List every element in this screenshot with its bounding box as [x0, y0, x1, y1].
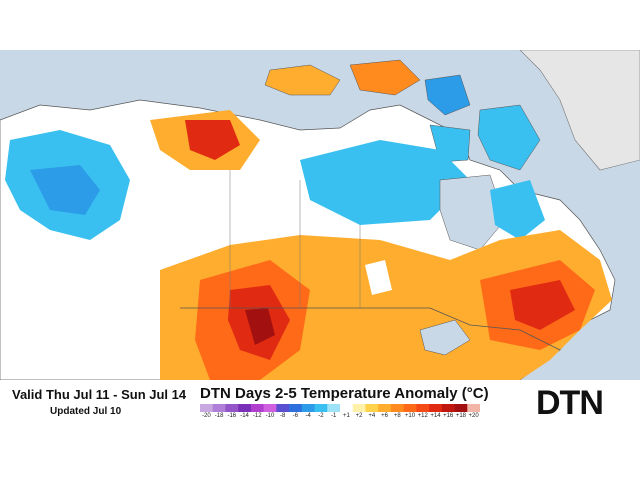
color-legend: [200, 404, 480, 412]
legend-tick-label: +10: [404, 413, 416, 419]
legend-tick-label: +2: [355, 413, 363, 419]
legend-swatch: [390, 404, 404, 412]
legend-tick-label: -4: [305, 413, 311, 419]
legend-swatch: [454, 404, 468, 412]
bottom-info-bar: Valid Thu Jul 11 - Sun Jul 14 Updated Ju…: [0, 380, 640, 430]
alaska-cold-core: [30, 165, 100, 215]
greenland-landmass: [519, 50, 640, 171]
legend-swatch: [301, 404, 315, 412]
legend-tick-label: -1: [330, 413, 337, 419]
legend-tick-label: +4: [368, 413, 376, 419]
arctic-island-4: [477, 104, 541, 171]
arctic-island-2: [349, 59, 421, 96]
dtn-logo: DTN: [536, 384, 604, 422]
legend-swatch: [250, 404, 264, 412]
legend-tick-label: -16: [227, 413, 237, 419]
legend-tick-label: -6: [292, 413, 299, 419]
legend-swatch: [429, 404, 443, 412]
arctic-island-1: [264, 64, 341, 96]
legend-tick-label: +1: [342, 413, 350, 419]
legend-swatch: [212, 404, 226, 412]
legend-swatch: [289, 404, 303, 412]
eastern-warm-peak: [510, 280, 575, 330]
great-lakes: [419, 319, 471, 356]
pacific-northwest-extreme: [245, 308, 275, 345]
canada-us-border: [180, 307, 561, 351]
legend-swatch: [441, 404, 455, 412]
legend-swatch: [416, 404, 430, 412]
legend-tick-label: -8: [280, 413, 286, 419]
legend-swatch: [200, 404, 214, 412]
central-canada-cold-anomaly: [300, 140, 470, 225]
legend-tick-label: +12: [417, 413, 428, 419]
legend-swatch: [327, 404, 341, 412]
legend-swatch: [263, 404, 277, 412]
legend-tick-label: -18: [214, 413, 224, 419]
legend-swatch: [378, 404, 392, 412]
legend-swatch: [238, 404, 252, 412]
valid-date-range: Valid Thu Jul 11 - Sun Jul 14: [12, 387, 187, 402]
arctic-island-3: [424, 74, 471, 116]
legend-swatch: [403, 404, 417, 412]
legend-tick-label: -12: [252, 413, 262, 419]
legend-tick-label: +8: [393, 413, 401, 419]
legend-swatch: [340, 404, 354, 412]
legend-swatch: [276, 404, 290, 412]
legend-tick-label: -2: [318, 413, 324, 419]
province-borders: [229, 170, 361, 308]
legend-swatch: [225, 404, 239, 412]
legend-tick-labels: -20 -18 -16 -14 -12 -10 -8 -6 -4 -2 -1 +1 +2 +4 +6 +8 +1…: [200, 413, 480, 423]
labrador-cold-anomaly: [490, 180, 545, 240]
legend-tick-label: -20: [202, 413, 211, 419]
legend-tick-label: +18: [455, 413, 466, 419]
yukon-warm-core: [185, 120, 240, 160]
legend-swatch: [467, 404, 480, 412]
legend-swatch: [314, 404, 328, 412]
legend-tick-label: -10: [265, 413, 275, 419]
legend-tick-label: -14: [240, 413, 249, 419]
legend-swatch: [365, 404, 379, 412]
legend-tick-label: +6: [381, 413, 388, 419]
legend-tick-label: +20: [468, 413, 479, 419]
updated-date: Updated Jul 10: [50, 406, 122, 417]
prairie-neutral-pocket: [365, 260, 392, 295]
legend-swatch: [352, 404, 366, 412]
temperature-anomaly-map: [0, 50, 640, 380]
map-title: DTN Days 2-5 Temperature Anomaly (°C): [200, 385, 489, 402]
legend-tick-label: +16: [443, 413, 454, 419]
legend-tick-label: +14: [430, 413, 441, 419]
